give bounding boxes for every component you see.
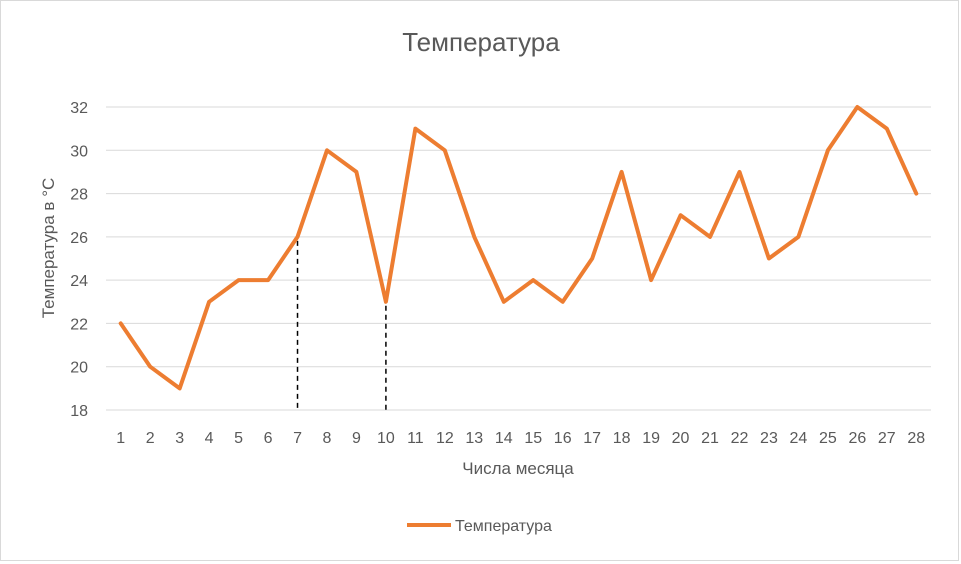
x-tick-label: 16 (554, 430, 572, 447)
y-tick-label: 24 (70, 273, 88, 290)
legend: Температура (407, 518, 552, 535)
x-tick-label: 20 (672, 430, 690, 447)
x-tick-label: 6 (264, 430, 273, 447)
series-layer (121, 107, 917, 389)
y-axis-ticks: 18 20 22 24 26 28 30 32 (70, 100, 88, 420)
x-tick-label: 15 (524, 430, 542, 447)
x-tick-label: 8 (323, 430, 332, 447)
series-line (121, 107, 917, 388)
x-tick-label: 27 (878, 430, 896, 447)
x-tick-label: 10 (377, 430, 395, 447)
x-tick-label: 28 (907, 430, 925, 447)
gridlines (106, 107, 931, 410)
x-tick-label: 12 (436, 430, 454, 447)
x-tick-label: 1 (116, 430, 125, 447)
x-axis-label: Числа месяца (462, 459, 574, 478)
x-tick-label: 19 (642, 430, 660, 447)
x-tick-label: 11 (407, 430, 424, 447)
y-axis-label: Температура в °С (39, 178, 58, 319)
x-tick-label: 21 (701, 430, 719, 447)
chart-title: Температура (402, 27, 560, 57)
annotations (298, 241, 386, 410)
x-tick-label: 13 (465, 430, 483, 447)
x-tick-label: 26 (848, 430, 866, 447)
y-tick-label: 22 (70, 316, 88, 333)
x-tick-label: 24 (790, 430, 808, 447)
x-tick-label: 25 (819, 430, 837, 447)
y-tick-label: 26 (70, 230, 88, 247)
legend-label: Температура (455, 518, 552, 535)
x-tick-label: 14 (495, 430, 513, 447)
y-tick-label: 20 (70, 360, 88, 377)
x-tick-label: 22 (731, 430, 749, 447)
x-tick-label: 7 (293, 430, 302, 447)
y-tick-label: 30 (70, 143, 88, 160)
x-tick-label: 2 (146, 430, 155, 447)
x-tick-label: 5 (234, 430, 243, 447)
y-tick-label: 28 (70, 187, 88, 204)
x-tick-label: 17 (583, 430, 601, 447)
y-tick-label: 18 (70, 403, 88, 420)
x-tick-label: 4 (205, 430, 214, 447)
x-tick-label: 9 (352, 430, 361, 447)
x-tick-label: 18 (613, 430, 631, 447)
x-tick-label: 3 (175, 430, 184, 447)
x-tick-label: 23 (760, 430, 778, 447)
y-tick-label: 32 (70, 100, 88, 117)
